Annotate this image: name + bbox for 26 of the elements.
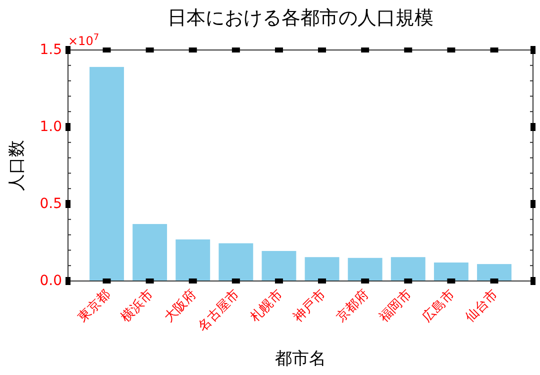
- x-tick-label: 神戸市: [290, 287, 329, 326]
- y-tick-label: 0.0: [40, 273, 62, 289]
- x-tick-label: 横浜市: [118, 287, 157, 326]
- bar: [434, 262, 468, 281]
- bar: [348, 258, 382, 281]
- bar: [304, 257, 340, 281]
- x-tick-label: 仙台市: [462, 287, 502, 326]
- x-axis-title: 都市名: [275, 349, 326, 369]
- text: ×10$^{7}$: [68, 33, 100, 48]
- y-axis-title: 人口数: [7, 140, 27, 191]
- x-tick-label: 東京都: [75, 287, 114, 326]
- bar: [132, 224, 168, 281]
- x-tick-label: 札幌市: [248, 287, 286, 326]
- y-tick-label: 0.5: [40, 196, 62, 212]
- y-tick-label: 1.0: [40, 119, 62, 135]
- chart-title: 日本における各都市の人口規模: [168, 7, 434, 29]
- x-tick-label: 広島市: [419, 286, 458, 326]
- x-tick-label: 福岡市: [376, 287, 415, 326]
- bar: [218, 243, 254, 281]
- bar: [477, 264, 512, 281]
- bar: [90, 66, 124, 281]
- x-tick-label: 京都府: [333, 286, 372, 326]
- y-tick-label: 1.5: [40, 42, 62, 58]
- bar: [390, 257, 426, 281]
- bar: [176, 239, 210, 281]
- bar: [262, 250, 296, 281]
